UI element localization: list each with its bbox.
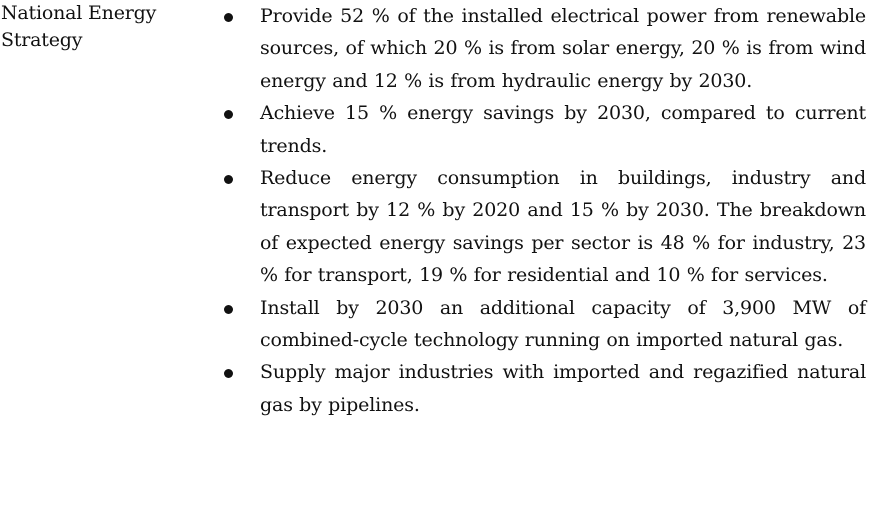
list-item-text: Achieve 15 % energy savings by 2030, com… <box>260 102 866 157</box>
section-label: National Energy Strategy <box>1 2 157 51</box>
list-item-text: Install by 2030 an additional capacity o… <box>260 296 866 352</box>
list-item: Provide 52 % of the installed electrical… <box>222 0 866 97</box>
list-item: Install by 2030 an additional capacity o… <box>222 292 866 357</box>
bullet-icon <box>224 110 233 120</box>
bullet-icon <box>224 369 233 379</box>
list-item-text: Supply major industries with imported an… <box>260 361 866 416</box>
bullet-icon <box>224 13 233 22</box>
bullet-icon <box>224 304 233 314</box>
bullet-icon <box>224 175 233 185</box>
strategy-bullet-list: Provide 52 % of the installed electrical… <box>222 0 866 421</box>
list-item-text: Reduce energy consumption in buildings, … <box>260 167 866 287</box>
list-item: Achieve 15 % energy savings by 2030, com… <box>222 97 866 162</box>
list-item: Reduce energy consumption in buildings, … <box>222 162 866 292</box>
list-item: Supply major industries with imported an… <box>222 356 866 421</box>
list-item-text: Provide 52 % of the installed electrical… <box>260 5 866 92</box>
